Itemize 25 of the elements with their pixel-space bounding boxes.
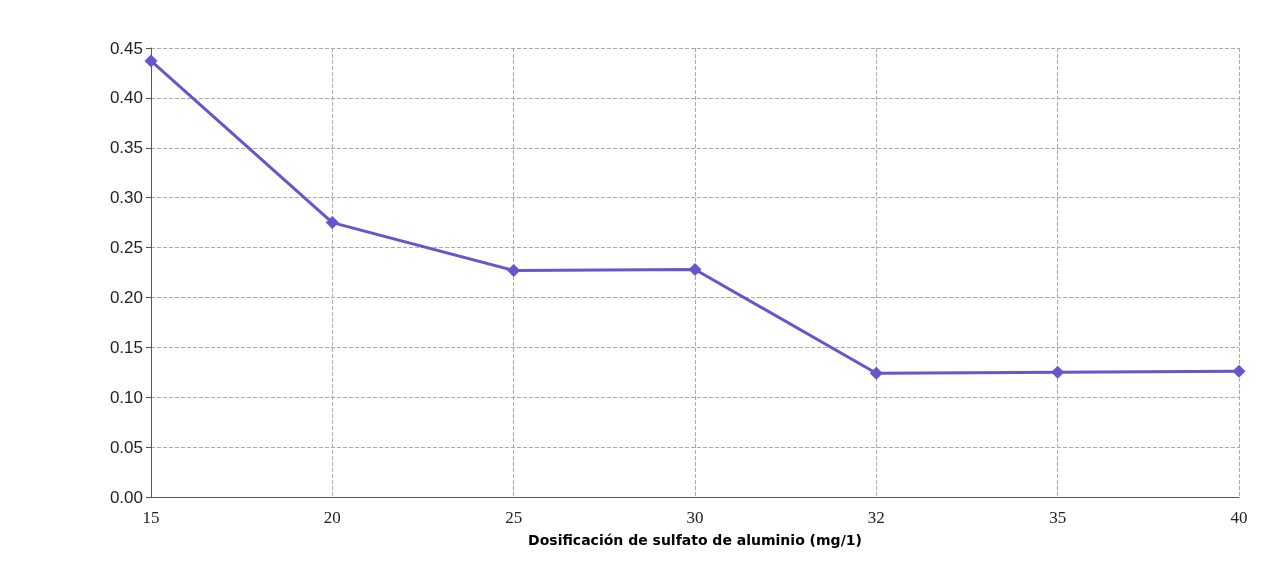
point (325, 216, 339, 230)
y-tick-label: 0.35 (109, 138, 143, 158)
x-tick-label: 25 (505, 508, 523, 527)
point (1051, 365, 1065, 379)
point (1232, 364, 1246, 378)
y-tick-label: 0.00 (109, 487, 143, 507)
y-tick-label: 0.25 (109, 238, 143, 258)
y-tick-label: 0.05 (109, 437, 143, 457)
x-tick-label: 20 (323, 508, 341, 527)
point (688, 263, 702, 277)
y-tick-label: 0.45 (109, 38, 143, 58)
x-tick-label: 35 (1049, 508, 1067, 527)
x-tick-label: 30 (686, 508, 704, 527)
y-tick-label: 0.40 (109, 88, 143, 108)
y-tick-label: 0.10 (109, 387, 143, 407)
x-tick-label: 15 (142, 508, 160, 527)
point (144, 54, 158, 68)
y-tick-label: 0.30 (109, 188, 143, 208)
x-tick-label: 40 (1230, 508, 1248, 527)
x-axis-title: Dosificación de sulfato de aluminio (mg/1) (528, 532, 862, 548)
point (507, 264, 521, 277)
y-tick-label: 0.20 (109, 287, 143, 307)
x-tick-label: 32 (867, 508, 885, 527)
y-tick-label: 0.15 (109, 337, 143, 357)
point (869, 366, 883, 380)
